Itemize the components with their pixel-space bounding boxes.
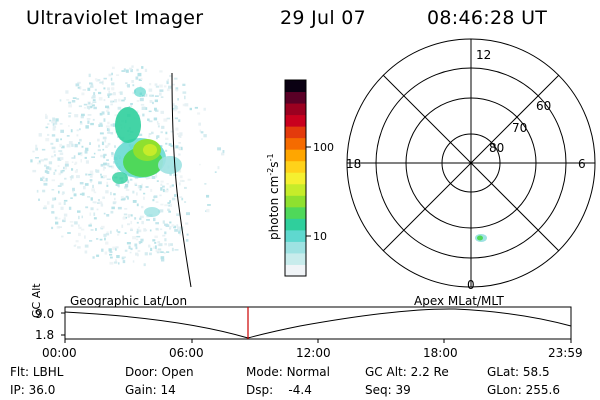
colorbar-band xyxy=(285,172,306,185)
lat-label-70: 70 xyxy=(512,121,527,135)
image-date: 29 Jul 07 xyxy=(280,7,367,29)
mlt-label-0: 0 xyxy=(467,278,475,292)
colorbar-band xyxy=(285,206,306,219)
colorbar-band xyxy=(285,137,306,150)
altitude-curve xyxy=(64,308,572,339)
mlt-line-diag2 xyxy=(382,74,560,252)
lat-label-60: 60 xyxy=(536,99,551,113)
instrument-title: Ultraviolet Imager xyxy=(26,7,204,29)
colorbar-band xyxy=(285,252,306,265)
timeline-tick-4: 23:59 xyxy=(548,346,583,360)
status-seq: Seq: 39 xyxy=(365,383,411,397)
polar-aurora-spot xyxy=(475,234,487,242)
status-dsp: Dsp: -4.4 xyxy=(246,383,312,397)
colorbar-band xyxy=(285,195,306,208)
colorbar-band xyxy=(285,229,306,242)
colorbar-band xyxy=(285,218,306,231)
status-ip: IP: 36.0 xyxy=(10,383,56,397)
auroral-blob xyxy=(112,87,182,217)
timeline-left-label: Geographic Lat/Lon xyxy=(70,294,188,308)
colorbar-band xyxy=(285,114,306,127)
timeline-tick-0: 00:00 xyxy=(42,346,77,360)
status-gain: Gain: 14 xyxy=(125,383,176,397)
mlt-label-12: 12 xyxy=(476,48,491,62)
timeline-tick-3: 18:00 xyxy=(423,346,458,360)
colorbar-band xyxy=(285,91,306,104)
status-mode: Mode: Normal xyxy=(246,365,330,379)
timeline-tick-1: 06:00 xyxy=(169,346,204,360)
colorbar-band xyxy=(285,103,306,116)
status-glon: GLon: 255.6 xyxy=(487,383,560,397)
terminator-line xyxy=(171,72,192,288)
lat-label-80: 80 xyxy=(489,141,504,155)
timeline-ymax: 9.0 xyxy=(35,307,55,321)
mlt-label-18: 18 xyxy=(346,157,361,171)
status-gc-alt: GC Alt: 2.2 Re xyxy=(365,365,449,379)
mlt-label-6: 6 xyxy=(578,157,586,171)
colorbar-band xyxy=(285,183,306,196)
colorbar-unit: photon cm-2s-1 xyxy=(266,153,281,240)
colorbar-band xyxy=(285,241,306,254)
status-filter: Flt: LBHL xyxy=(10,365,64,379)
status-door: Door: Open xyxy=(125,365,194,379)
colorbar-frame xyxy=(284,79,307,277)
colorbar-band xyxy=(285,126,306,139)
timeline-right-label: Apex MLat/MLT xyxy=(414,294,504,308)
colorbar-label-10: 10 xyxy=(313,230,327,243)
image-time: 08:46:28 UT xyxy=(427,7,548,29)
colorbar-band xyxy=(285,149,306,162)
colorbar-label-100: 100 xyxy=(313,141,334,154)
colorbar-band xyxy=(285,264,306,277)
timeline-tick-2: 12:00 xyxy=(296,346,331,360)
colorbar-band xyxy=(285,80,306,93)
status-glat: GLat: 58.5 xyxy=(487,365,550,379)
timeline-ymin: 1.8 xyxy=(35,328,55,342)
colorbar-band xyxy=(285,160,306,173)
